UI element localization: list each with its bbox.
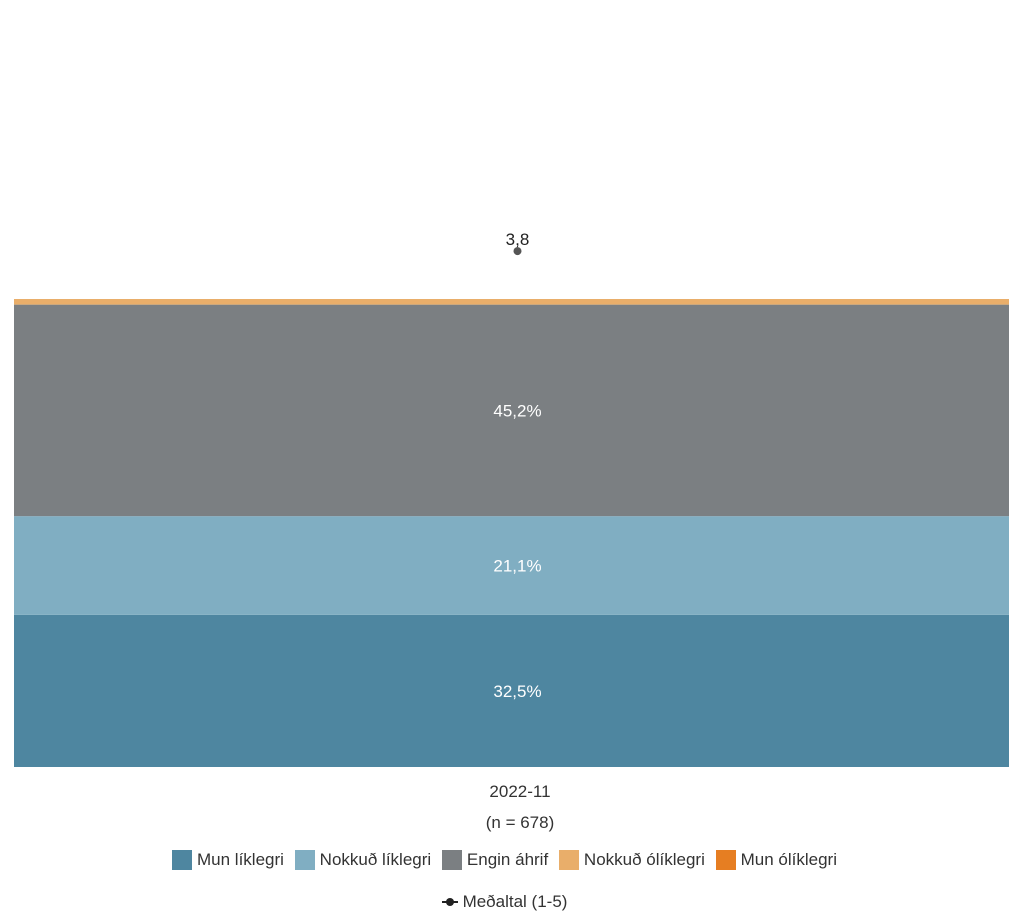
legend-label: Nokkuð líklegri [319, 850, 432, 869]
x-tick-label: 2022-11 [489, 782, 550, 801]
legend-item[interactable]: Mun ólíklegri [715, 850, 837, 870]
x-axis: 2022-11 (n = 678) [486, 782, 555, 832]
legend: Mun líklegri Nokkuð líklegri Engin áhrif… [0, 850, 1009, 875]
mean-point[interactable] [513, 247, 522, 256]
data-label: 32,5% [493, 682, 541, 701]
bar-segment[interactable] [14, 516, 1009, 615]
bar-segment[interactable] [14, 304, 1009, 517]
legend-swatch [172, 850, 193, 870]
mean-marker-layer: 3,8 [506, 230, 530, 256]
legend-item-mean[interactable]: Meðaltal (1-5) [441, 892, 568, 912]
bar-segment[interactable] [14, 299, 1009, 305]
legend-label: Engin áhrif [466, 850, 549, 869]
legend-label: Mun líklegri [197, 850, 284, 869]
legend-item[interactable]: Nokkuð ólíklegri [558, 850, 705, 870]
legend-swatch [441, 850, 462, 870]
legend-mean: Meðaltal (1-5) [0, 892, 1009, 912]
data-label: 21,1% [493, 557, 541, 576]
x-tick-sublabel: (n = 678) [486, 813, 555, 832]
legend-swatch [558, 850, 579, 870]
legend-label: Nokkuð ólíklegri [583, 850, 705, 869]
legend-label: Meðaltal (1-5) [462, 892, 568, 911]
legend-swatch [715, 850, 736, 870]
data-label: 45,2% [493, 401, 541, 420]
legend-swatch [294, 850, 315, 870]
legend-item[interactable]: Nokkuð líklegri [294, 850, 432, 870]
legend-item[interactable]: Engin áhrif [441, 850, 549, 870]
bar-stack [14, 299, 1009, 767]
mean-label: 3,8 [506, 230, 530, 249]
legend-label: Mun ólíklegri [740, 850, 837, 869]
segment-labels: 32,5% 21,1% 45,2% [493, 401, 541, 701]
mean-marker-icon [441, 897, 458, 907]
bar-segment[interactable] [14, 614, 1009, 767]
legend-item[interactable]: Mun líklegri [172, 850, 284, 870]
